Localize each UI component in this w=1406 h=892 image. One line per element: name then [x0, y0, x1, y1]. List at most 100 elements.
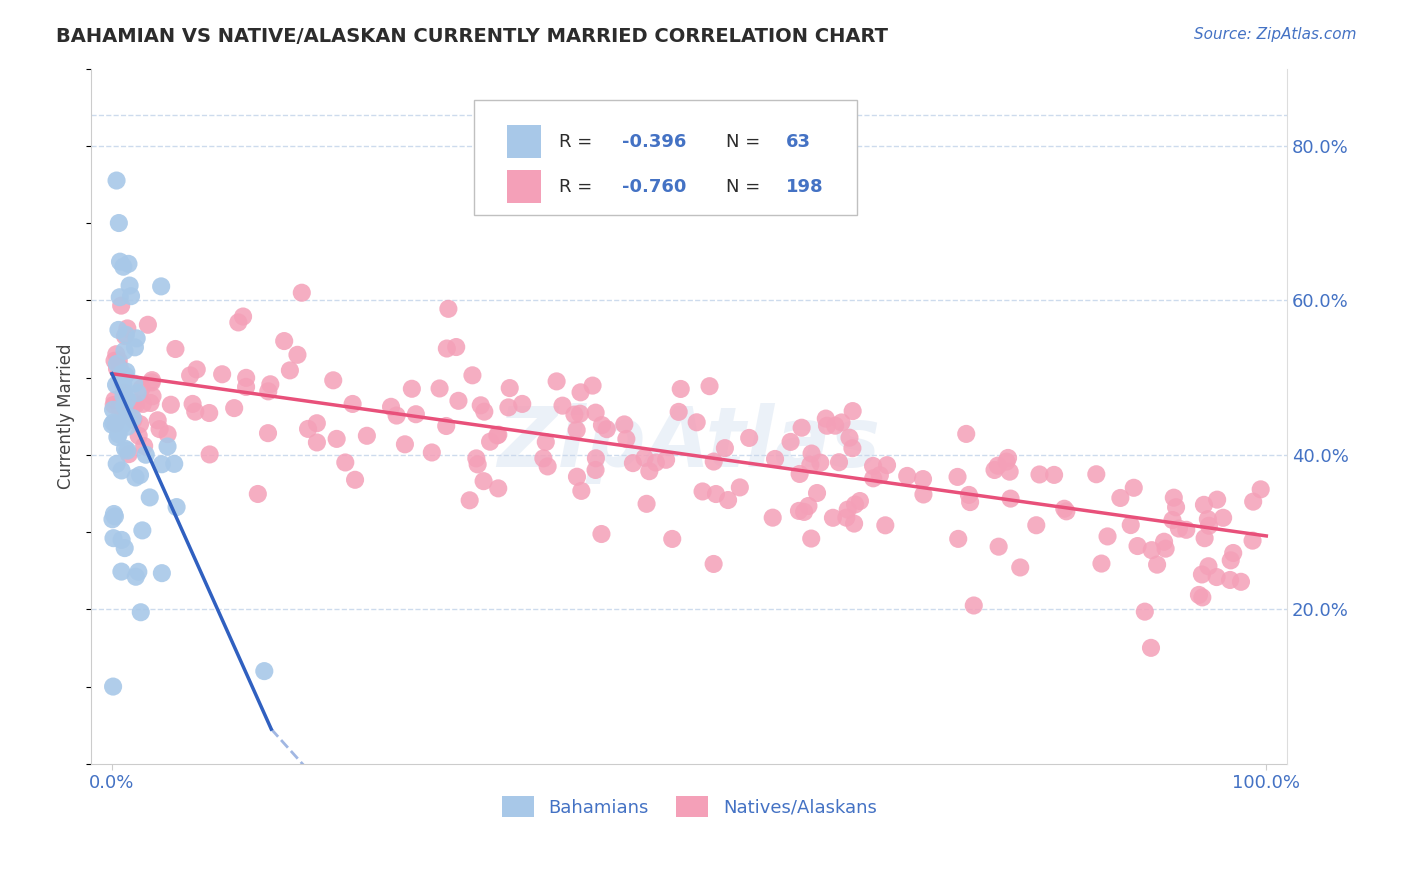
- Point: [470, 398, 492, 412]
- Point: [686, 415, 709, 429]
- Point: [112, 388, 135, 402]
- Point: [1241, 494, 1264, 508]
- Point: [1191, 567, 1213, 582]
- Point: [115, 405, 138, 419]
- Point: [146, 413, 169, 427]
- Point: [228, 315, 250, 329]
- Point: [1126, 539, 1149, 553]
- Point: [806, 486, 828, 500]
- Point: [444, 340, 467, 354]
- Point: [1168, 522, 1191, 536]
- Point: [297, 422, 319, 436]
- Point: [738, 431, 761, 445]
- Point: [134, 439, 156, 453]
- Point: [669, 382, 692, 396]
- Text: -0.760: -0.760: [621, 178, 686, 195]
- Bar: [508, 125, 541, 158]
- Point: [800, 532, 823, 546]
- Point: [828, 455, 851, 469]
- Point: [714, 441, 737, 455]
- Point: [551, 399, 574, 413]
- Point: [703, 454, 725, 468]
- Point: [141, 389, 163, 403]
- Point: [955, 426, 977, 441]
- Point: [821, 510, 844, 524]
- Point: [831, 416, 853, 430]
- Text: R =: R =: [558, 178, 598, 195]
- Point: [565, 423, 588, 437]
- Point: [112, 260, 135, 274]
- Point: [278, 363, 301, 377]
- Text: Source: ZipAtlas.com: Source: ZipAtlas.com: [1194, 27, 1357, 42]
- Point: [779, 434, 801, 449]
- FancyBboxPatch shape: [474, 100, 856, 215]
- Point: [703, 557, 725, 571]
- Point: [911, 472, 934, 486]
- Point: [844, 498, 866, 512]
- Point: [585, 451, 607, 466]
- Point: [569, 407, 592, 421]
- Point: [581, 378, 603, 392]
- Point: [1197, 559, 1219, 574]
- Point: [948, 532, 970, 546]
- Point: [1054, 504, 1077, 518]
- Point: [163, 457, 186, 471]
- Point: [565, 469, 588, 483]
- Point: [356, 429, 378, 443]
- Point: [114, 442, 136, 456]
- Point: [998, 465, 1021, 479]
- Point: [112, 417, 135, 432]
- Point: [815, 418, 838, 433]
- Point: [405, 407, 427, 421]
- Point: [613, 417, 636, 432]
- Point: [1175, 523, 1198, 537]
- Point: [1219, 553, 1241, 567]
- Point: [636, 497, 658, 511]
- Point: [104, 417, 127, 431]
- Text: N =: N =: [725, 133, 766, 151]
- Point: [1133, 605, 1156, 619]
- Point: [135, 448, 157, 462]
- Point: [148, 422, 170, 436]
- Point: [461, 368, 484, 383]
- Point: [122, 396, 145, 410]
- Point: [957, 488, 980, 502]
- Point: [105, 361, 128, 376]
- Point: [124, 470, 146, 484]
- Point: [717, 493, 740, 508]
- Point: [467, 458, 489, 472]
- Point: [876, 458, 898, 472]
- Point: [1140, 543, 1163, 558]
- Point: [661, 532, 683, 546]
- Point: [585, 406, 607, 420]
- Point: [122, 376, 145, 391]
- Point: [114, 541, 136, 555]
- Point: [131, 381, 153, 395]
- Point: [385, 409, 408, 423]
- Point: [108, 290, 131, 304]
- Point: [1163, 491, 1185, 505]
- Text: N =: N =: [725, 178, 766, 195]
- Point: [166, 500, 188, 514]
- Point: [1222, 546, 1244, 560]
- Point: [1219, 573, 1241, 587]
- Point: [125, 570, 148, 584]
- Point: [912, 487, 935, 501]
- Point: [824, 418, 846, 433]
- Point: [692, 484, 714, 499]
- Point: [117, 419, 139, 434]
- Point: [114, 343, 136, 358]
- Point: [165, 342, 187, 356]
- Point: [591, 527, 613, 541]
- Point: [838, 431, 860, 445]
- Point: [127, 385, 149, 400]
- Point: [105, 457, 128, 471]
- Point: [232, 310, 254, 324]
- Point: [1053, 501, 1076, 516]
- Point: [150, 279, 173, 293]
- Point: [875, 518, 897, 533]
- Point: [699, 379, 721, 393]
- Point: [117, 392, 139, 407]
- Point: [117, 443, 139, 458]
- Point: [1206, 492, 1229, 507]
